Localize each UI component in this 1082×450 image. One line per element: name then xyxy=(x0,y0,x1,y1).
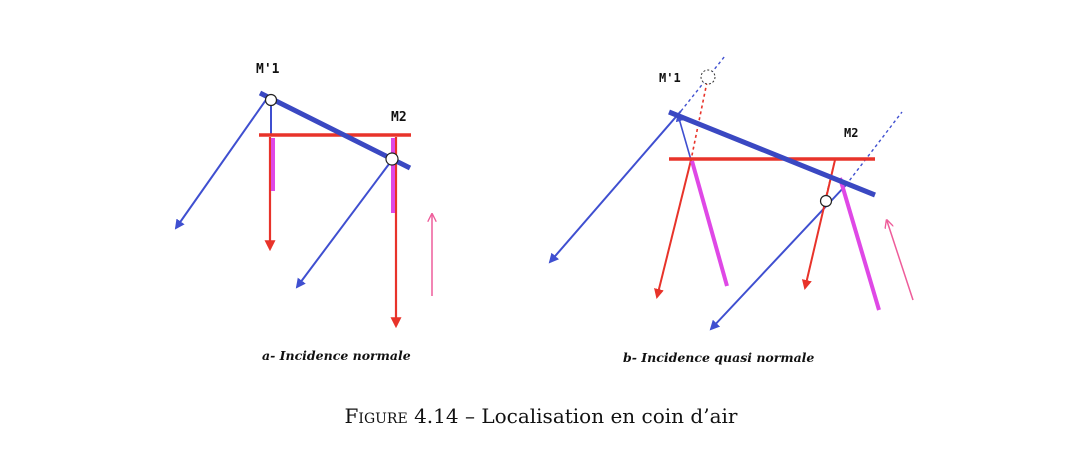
label-m1-b: M'1 xyxy=(659,71,681,85)
caption-separator: – xyxy=(464,404,475,428)
dashed-red-b1 xyxy=(690,81,708,161)
dashed-blue-b2 xyxy=(845,111,903,186)
label-m2-a: M2 xyxy=(391,110,407,125)
caption-number: 4.14 xyxy=(414,404,459,428)
point-m2-a xyxy=(385,152,399,166)
point-m1-b xyxy=(700,69,716,85)
point-m1-a xyxy=(264,93,278,107)
label-m1-a: M'1 xyxy=(256,62,280,77)
ray-blue-a1 xyxy=(174,96,269,230)
ray-red-b2 xyxy=(801,159,836,290)
ray-blue-b3 xyxy=(675,113,692,161)
arrow-pink-b xyxy=(887,221,914,301)
mirror-blue-b xyxy=(668,109,876,198)
figure-caption: Figure 4.14 – Localisation en coin d’air xyxy=(0,404,1082,428)
ray-magenta-b1 xyxy=(690,160,729,287)
caption-figure-word: Figure xyxy=(344,404,408,428)
ray-blue-b1 xyxy=(548,110,682,264)
ray-red-b1 xyxy=(654,159,692,299)
point-m2-b xyxy=(819,194,833,208)
ray-blue-a2 xyxy=(295,159,393,289)
label-m2-b: M2 xyxy=(844,126,858,140)
ray-magenta-b2 xyxy=(838,177,881,311)
subtitle-b: b- Incidence quasi normale xyxy=(623,350,814,365)
panel-b: M'1 M2 b- Incidence quasi normale xyxy=(548,55,914,365)
caption-text: Localisation en coin d’air xyxy=(481,404,738,428)
panel-a: M'1 M2 a- Incidence normale xyxy=(174,62,432,363)
subtitle-a: a- Incidence normale xyxy=(262,348,411,363)
mirror-blue-a xyxy=(258,90,412,171)
dashed-blue-b1 xyxy=(680,55,726,112)
